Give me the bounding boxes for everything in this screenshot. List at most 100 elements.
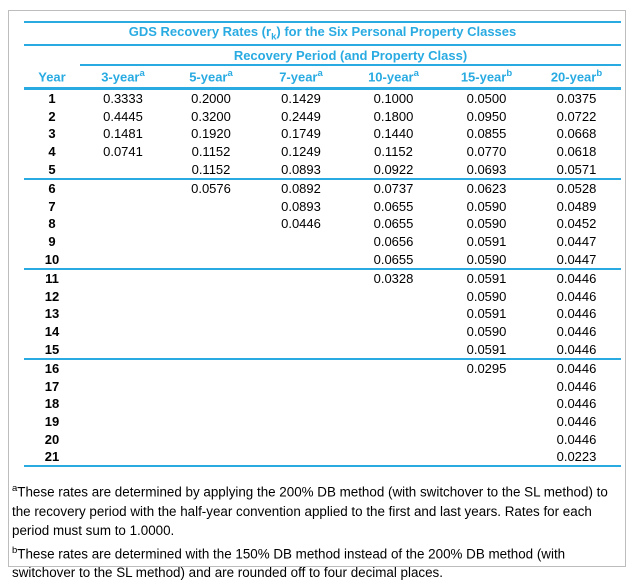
rate-cell xyxy=(166,395,256,413)
table-row: 15 0.0591 0.0446 xyxy=(24,340,621,359)
rate-cell: 0.0576 xyxy=(191,181,231,197)
header-label: 15-year xyxy=(460,69,507,85)
table-row: 13 0.0591 0.0446 xyxy=(24,305,621,323)
rate-cell: 0.0446 xyxy=(556,431,597,447)
rate-cell xyxy=(166,359,256,378)
rate-cell: 0.1800 xyxy=(373,108,414,124)
rate-cell xyxy=(166,198,256,216)
rate-cell: 0.0500 xyxy=(466,91,507,107)
rate-cell: 0.0571 xyxy=(556,161,597,177)
rate-cell xyxy=(166,250,256,269)
year-cell: 12 xyxy=(44,288,60,304)
subtitle-spacer xyxy=(24,45,80,65)
rate-cell xyxy=(80,160,166,179)
rate-cell xyxy=(80,288,166,306)
rate-cell: 0.0452 xyxy=(556,216,597,232)
rate-cell: 0.0668 xyxy=(556,126,597,142)
rate-cell: 0.3200 xyxy=(191,108,231,124)
rate-cell: 0.0656 xyxy=(373,234,414,250)
rate-cell xyxy=(256,250,346,269)
column-header-5-year: 5-yeara xyxy=(166,65,256,90)
header-label: 10-year xyxy=(368,69,414,85)
table-subtitle: Recovery Period (and Property Class) xyxy=(80,45,621,66)
header-footnote-marker: b xyxy=(506,68,513,80)
rate-cell: 0.0591 xyxy=(466,306,507,322)
header-footnote-marker: a xyxy=(139,68,145,80)
rate-cell xyxy=(441,395,532,413)
footnote-a-marker: a xyxy=(12,483,18,495)
rate-cell: 0.0447 xyxy=(556,251,597,267)
footnote-b-text: These rates are determined with the 150%… xyxy=(12,546,566,581)
rate-cell xyxy=(80,448,166,467)
rate-cell xyxy=(256,359,346,378)
rate-cell xyxy=(166,413,256,431)
rate-cell xyxy=(346,413,441,431)
table-row: 7 0.0893 0.0655 0.0590 0.0489 xyxy=(24,198,621,216)
year-cell: 19 xyxy=(44,413,60,429)
rate-cell: 0.0655 xyxy=(373,198,414,214)
rate-cell: 0.0590 xyxy=(466,324,507,340)
header-label: 5-year xyxy=(189,69,228,85)
footnote-b: bThese rates are determined with the 150… xyxy=(12,541,619,582)
header-label: 7-year xyxy=(279,69,318,85)
rate-cell xyxy=(80,323,166,341)
table-row: 17 0.0446 xyxy=(24,378,621,396)
rate-cell: 0.0655 xyxy=(373,251,414,267)
rate-cell xyxy=(166,288,256,306)
rate-cell xyxy=(80,179,166,198)
footnote-a-text: These rates are determined by applying t… xyxy=(12,484,608,539)
table-row: 3 0.1481 0.1920 0.1749 0.1440 0.0855 0.0668 xyxy=(24,125,621,143)
table-title-row: GDS Recovery Rates (rk) for the Six Pers… xyxy=(24,21,621,46)
rate-cell: 0.0446 xyxy=(556,341,597,357)
table-row: 4 0.0741 0.1152 0.1249 0.1152 0.0770 0.0618 xyxy=(24,143,621,161)
column-header-15-year: 15-yearb xyxy=(441,65,532,90)
footnote-b-marker: b xyxy=(12,544,18,556)
year-cell: 6 xyxy=(48,181,56,197)
rate-cell: 0.0623 xyxy=(466,181,507,197)
year-cell: 4 xyxy=(48,144,56,160)
rate-cell: 0.0590 xyxy=(466,216,507,232)
rate-cell: 0.0328 xyxy=(373,271,414,287)
year-cell: 20 xyxy=(44,431,60,447)
rate-cell: 0.1440 xyxy=(373,126,414,142)
header-footnote-marker: a xyxy=(413,68,419,80)
rate-cell xyxy=(256,288,346,306)
rate-cell: 0.1749 xyxy=(281,126,321,142)
rate-cell: 0.0446 xyxy=(556,361,597,377)
rate-cell xyxy=(166,448,256,467)
rate-cell: 0.0655 xyxy=(373,216,414,232)
rate-cell: 0.0722 xyxy=(556,108,597,124)
rate-cell: 0.3333 xyxy=(103,91,143,107)
rate-cell: 0.0446 xyxy=(556,306,597,322)
rate-cell: 0.1429 xyxy=(281,91,321,107)
table-row: 9 0.0656 0.0591 0.0447 xyxy=(24,233,621,251)
rate-cell xyxy=(441,413,532,431)
table-row: 5 0.1152 0.0893 0.0922 0.0693 0.0571 xyxy=(24,160,621,179)
header-footnote-marker: a xyxy=(317,68,323,80)
rate-cell: 0.0892 xyxy=(281,181,321,197)
column-header-10-year: 10-yeara xyxy=(346,65,441,90)
rate-cell xyxy=(80,378,166,396)
column-header-7-year: 7-yeara xyxy=(256,65,346,90)
table-row: 1 0.3333 0.2000 0.1429 0.1000 0.0500 0.0375 xyxy=(24,89,621,108)
rate-cell xyxy=(256,430,346,448)
rows-years-6-10: 6 0.0576 0.0892 0.0737 0.0623 0.0528 7 0.0893 0.… xyxy=(24,179,621,269)
rate-cell xyxy=(80,305,166,323)
rate-cell: 0.0693 xyxy=(466,161,507,177)
rate-cell: 0.1152 xyxy=(191,161,231,177)
rows-years-11-15: 11 0.0328 0.0591 0.0446 12 0.0590 0.0446 13 0.05… xyxy=(24,269,621,359)
header-footnote-marker: b xyxy=(596,68,603,80)
footnote-a: aThese rates are determined by applying … xyxy=(12,479,619,540)
gds-recovery-rates-table: GDS Recovery Rates (rk) for the Six Pers… xyxy=(24,21,621,467)
rate-cell xyxy=(256,323,346,341)
rate-cell xyxy=(256,340,346,359)
year-cell: 7 xyxy=(48,198,56,214)
rate-cell: 0.0446 xyxy=(281,216,321,232)
rate-cell xyxy=(166,323,256,341)
rate-cell xyxy=(256,413,346,431)
table-row: 18 0.0446 xyxy=(24,395,621,413)
rows-years-16-21: 16 0.0295 0.0446 17 0.0446 18 0.0446 19 0.0446 20… xyxy=(24,359,621,467)
rate-cell xyxy=(441,378,532,396)
rate-cell xyxy=(256,269,346,288)
rate-cell xyxy=(166,233,256,251)
